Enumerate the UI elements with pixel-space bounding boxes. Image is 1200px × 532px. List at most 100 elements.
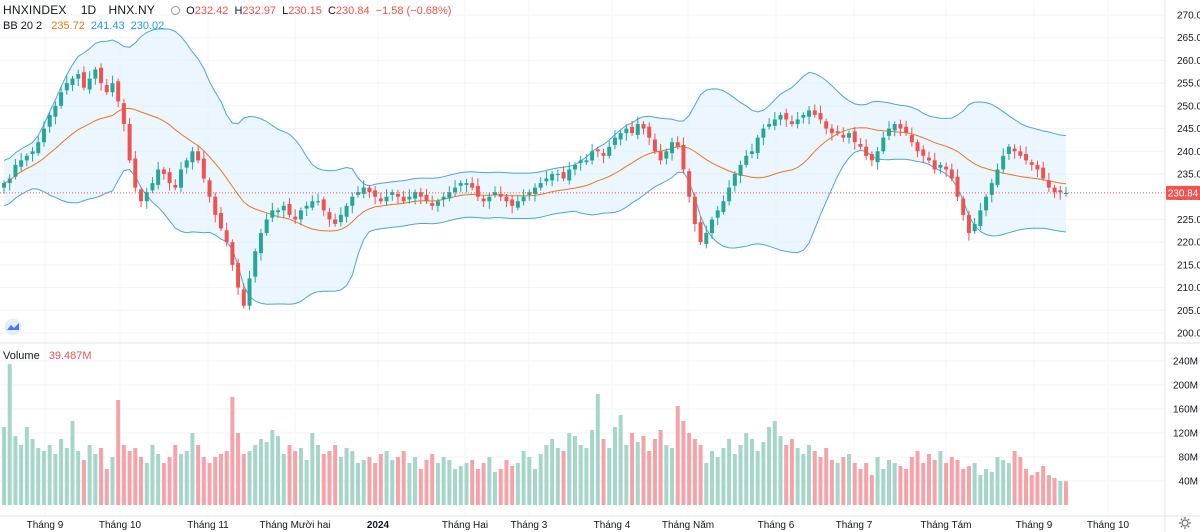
volume-bar-up (441, 457, 446, 505)
legend-main[interactable]: HNXINDEX 1D HNX.NY O232.42 H232.97 L230.… (3, 3, 454, 17)
time-axis[interactable]: Tháng 9 Tháng 10 Tháng 11 Tháng Mười hai 202… (27, 520, 1130, 531)
volume-bar-down (869, 475, 874, 505)
candle-down (424, 188, 429, 204)
candle-up (721, 195, 726, 215)
candle-body (921, 149, 926, 156)
candle-up (1064, 186, 1068, 197)
volume-bar-down (692, 439, 697, 505)
volume-axis[interactable]: 240M 200M 160M 120M 80M 40M (1173, 357, 1198, 488)
candle-down (687, 168, 692, 203)
volume-bar-up (618, 415, 623, 505)
candle-up (281, 201, 286, 218)
candle-body (47, 114, 52, 127)
volume-bar-up (276, 436, 281, 505)
candle-body (1012, 148, 1017, 152)
exchange[interactable]: HNX.NY (108, 3, 156, 17)
volume-bar-up (258, 439, 263, 505)
candle-body (704, 233, 709, 244)
candle-body (493, 192, 498, 195)
candle-body (1041, 167, 1046, 179)
candle-down (909, 127, 914, 147)
volume-bar-down (858, 469, 863, 505)
candle-up (972, 218, 977, 234)
candle-body (590, 151, 595, 161)
volume-bar-down (99, 448, 104, 505)
tradingview-logo-icon[interactable] (4, 318, 22, 336)
volume-bar-down (196, 445, 201, 505)
interval[interactable]: 1D (80, 3, 97, 17)
candle-body (7, 178, 12, 184)
volume-tick-label: 40M (1179, 477, 1198, 488)
candle-up (76, 69, 81, 87)
candle-body (984, 196, 989, 211)
low-label: L (282, 5, 289, 17)
candle-body (424, 194, 429, 202)
candle-body (612, 137, 617, 145)
candle-down (81, 66, 86, 91)
candle-body (179, 169, 183, 188)
candle-body (567, 169, 572, 181)
candle-body (721, 201, 726, 213)
candlestick-series (2, 63, 1068, 311)
volume-bar-down (1052, 478, 1057, 505)
candle-body (116, 81, 121, 102)
time-tick-label: 2024 (367, 520, 390, 531)
volume-label[interactable]: Volume (3, 350, 40, 362)
volume-bar-down (1018, 457, 1023, 505)
candle-up (435, 198, 440, 212)
volume-bar-down (510, 466, 515, 505)
candle-body (144, 192, 149, 202)
candle-body (658, 151, 663, 161)
candle-body (926, 157, 931, 161)
candle-up (64, 75, 69, 95)
bb-label[interactable]: BB 20 2 (3, 20, 43, 32)
candle-up (298, 207, 303, 226)
volume-bar-down (241, 454, 246, 505)
volume-bar-down (378, 454, 383, 505)
candle-body (161, 169, 166, 174)
candle-body (578, 160, 583, 164)
volume-bar-down (430, 454, 435, 505)
candle-down (224, 222, 229, 247)
legend-bollinger[interactable]: BB 20 2 235.72 241.43 230.02 (3, 20, 167, 32)
volume-bar-up (704, 463, 709, 505)
volume-bar-up (356, 463, 360, 505)
candle-body (601, 153, 606, 156)
candle-down (926, 151, 931, 164)
candle-body (1035, 164, 1040, 170)
time-tick-label: Tháng 11 (187, 520, 229, 531)
candle-up (36, 136, 41, 156)
volume-bar-down (1041, 466, 1046, 505)
volume-bar-up (30, 439, 35, 505)
symbol-name[interactable]: HNXINDEX (3, 3, 67, 17)
candle-down (230, 239, 235, 271)
candle-up (887, 121, 891, 141)
candle-body (53, 105, 58, 117)
legend-volume[interactable]: Volume 39.487M (3, 350, 95, 362)
price-axis[interactable]: 270.00 265.00 260.00 255.00 250.00 245.00 240.… (1177, 11, 1200, 340)
volume-bar-up (767, 427, 772, 505)
candle-down (99, 63, 104, 91)
candle-down (652, 133, 657, 155)
candle-body (1001, 155, 1006, 170)
candle-body (738, 164, 743, 176)
volume-bar-up (938, 451, 943, 505)
volume-bar-down (955, 460, 960, 505)
volume-bar-down (161, 463, 166, 505)
candle-body (173, 184, 178, 188)
candle-body (675, 142, 680, 147)
candle-up (749, 143, 754, 159)
candle-down (367, 184, 372, 199)
volume-bar-down (926, 454, 931, 505)
volume-bar-down (395, 457, 400, 505)
volume-bar-up (453, 469, 458, 505)
volume-bar-up (761, 442, 766, 505)
price-tick-label: 260.00 (1177, 56, 1200, 67)
volume-bar-up (76, 451, 81, 505)
settings-gear-icon[interactable] (1178, 516, 1192, 530)
volume-bar-down (915, 451, 920, 505)
candle-body (618, 133, 623, 140)
candle-down (841, 127, 846, 142)
candle-up (264, 213, 269, 236)
